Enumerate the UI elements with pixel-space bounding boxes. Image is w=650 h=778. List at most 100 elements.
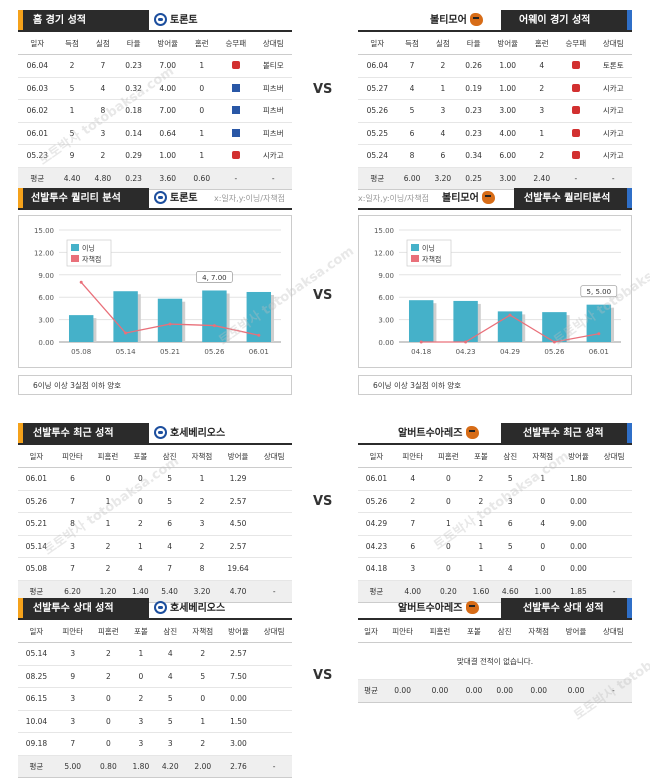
y-tick-label: 9.00 (38, 272, 54, 280)
y-tick-label: 3.00 (38, 317, 54, 325)
accent-bar (627, 423, 632, 445)
result-cell (217, 54, 255, 78)
win-icon (231, 128, 240, 137)
table-cell: 4 (125, 557, 155, 581)
table-cell: 1 (90, 512, 126, 536)
table-cell: 06.01 (358, 467, 395, 491)
column-header: 상대팀 (594, 32, 632, 55)
table-cell: 08.25 (18, 665, 55, 688)
table-cell: 5 (155, 687, 185, 711)
table-cell: 9 (54, 665, 91, 688)
legend-label: 이닝 (422, 244, 435, 253)
quality-left-chart: 0.00 3.00 6.00 9.00 12.00 15.00 05.08 05.14 05.2… (18, 215, 292, 368)
table-cell: 0 (430, 467, 467, 491)
pitcher-vs-left-title: 선발투수 상대 성적 (23, 598, 149, 620)
average-cell: 평균 (18, 755, 55, 778)
table-cell: 1 (466, 512, 496, 536)
table-cell: 06.01 (18, 122, 57, 145)
y-tick-label: 12.00 (374, 249, 394, 257)
x-tick-label: 05.26 (204, 348, 225, 356)
table-cell: 5 (184, 665, 221, 688)
average-cell: 0.60 (186, 167, 218, 190)
table-cell: 2 (526, 77, 558, 100)
table-cell: 4.50 (219, 512, 257, 536)
table-cell: 0.00 (220, 687, 257, 711)
table-cell: 2 (394, 490, 431, 513)
x-tick-label: 06.01 (249, 348, 269, 356)
table-cell: 2 (184, 490, 220, 513)
earned-runs-point (124, 331, 128, 335)
average-cell: 1.40 (125, 580, 155, 603)
earned-runs-point (597, 332, 601, 336)
earned-runs-point (552, 340, 556, 344)
header-underline (18, 208, 292, 210)
pitcher-recent-left-title: 선발투수 최근 성적 (23, 423, 149, 445)
table-cell: 3 (54, 687, 91, 711)
table-cell: 6 (396, 122, 428, 145)
average-row: 평균 6.20 1.20 1.40 5.40 3.20 4.70- (18, 580, 292, 603)
annotation-box (196, 271, 233, 283)
table-cell: 05.26 (358, 490, 395, 513)
annotation-label: 4, 7.00 (202, 274, 227, 282)
average-row: 평균 6.00 3.20 0.25 3.00 2.40- - (358, 167, 632, 190)
column-header: 상대팀 (256, 620, 292, 643)
table-cell: 5 (56, 77, 88, 100)
table-cell: 토론토 (594, 54, 632, 78)
pitcher-vs-left-panel: 선발투수 상대 성적 호세베리오스 일자 피안타 피홈런 포볼 삼진 자책점 방어율 상대팀 0… (18, 598, 292, 778)
loss-icon (571, 83, 580, 92)
table-cell: 피츠버 (254, 122, 292, 145)
result-cell (557, 54, 595, 78)
average-cell: - (254, 167, 292, 190)
empty-row: 맞대결 전적이 없습니다. (358, 642, 632, 680)
table-cell: 06.04 (358, 54, 397, 78)
table-cell: 0.32 (118, 77, 149, 100)
average-cell: 0.00 (458, 679, 490, 703)
table-row: 09.18 7 0 3 3 2 3.00 (18, 732, 292, 756)
pitcher-left-name: 호세베리오스 (154, 423, 225, 445)
table-cell: 2 (466, 467, 496, 491)
table-cell: 0 (184, 687, 221, 711)
table-cell: 4 (154, 535, 185, 558)
table-cell: 7 (54, 490, 91, 513)
average-cell: 0.20 (430, 580, 467, 603)
table-row: 10.04 3 0 3 5 1 1.50 (18, 710, 292, 733)
loss-icon (571, 61, 580, 70)
table-row: 05.26 7 1 0 5 2 2.57 (18, 490, 292, 513)
table-cell: 피츠버 (254, 77, 292, 100)
accent-bar (18, 188, 23, 210)
table-cell: 2 (427, 54, 459, 78)
table-cell (256, 732, 292, 756)
table-cell: 05.26 (358, 99, 397, 123)
home-games-table: 일자 득점 실점 타율 방어율 홈런 승무패 상대팀 06.04 2 7 0.23 7.00 1 볼티모 06… (18, 32, 292, 190)
win-icon (231, 106, 240, 115)
average-cell: 4.40 (56, 167, 88, 190)
table-cell: 1 (90, 490, 126, 513)
table-cell: 2 (184, 535, 220, 558)
table-cell: 10.04 (18, 710, 55, 733)
y-tick-label: 6.00 (378, 294, 394, 302)
table-cell: 7.00 (149, 99, 187, 123)
away-games-panel: 볼티모어 어웨이 경기 성적 일자 득점 실점 타율 방어율 홈런 승무패 상대팀 06.04 7… (358, 10, 632, 190)
column-header: 상대팀 (594, 620, 632, 643)
home-games-title: 홈 경기 성적 (23, 10, 149, 32)
table-header-row: 일자 피안타 피홈런 포볼 삼진 자책점 방어율 상대팀 (358, 445, 632, 468)
pitcher-right-name: 알버트수아레즈 (398, 598, 482, 620)
average-cell: 0.00 (489, 679, 521, 703)
column-header: 실점 (427, 32, 459, 55)
quality-right-panel: x:일자,y:이닝/자책점 볼티모어 선발투수 퀄리티분석 (358, 188, 632, 210)
table-row: 05.26 2 0 2 3 0 0.00 (358, 490, 632, 513)
table-cell (256, 557, 292, 581)
table-row: 05.26 5 3 0.23 3.00 3 시카고 (358, 99, 632, 123)
earned-runs-point (419, 340, 423, 344)
earned-runs-point (257, 333, 261, 337)
table-cell (596, 512, 632, 536)
table-cell (256, 467, 292, 491)
table-cell: 0.64 (149, 122, 187, 145)
pitcher-vs-right-title: 선발투수 상대 성적 (501, 598, 627, 620)
table-row: 06.02 1 8 0.18 7.00 0 피츠버 (18, 99, 292, 123)
table-row: 05.27 4 1 0.19 1.00 2 시카고 (358, 77, 632, 100)
table-cell: 2 (466, 490, 496, 513)
table-cell: 0 (90, 687, 127, 711)
pitcher-recent-right-panel: 알버트수아레즈 선발투수 최근 성적 일자 피안타 피홈런 포볼 삼진 자책점 방어율 상대팀… (358, 423, 632, 603)
table-cell: 1 (186, 144, 218, 168)
